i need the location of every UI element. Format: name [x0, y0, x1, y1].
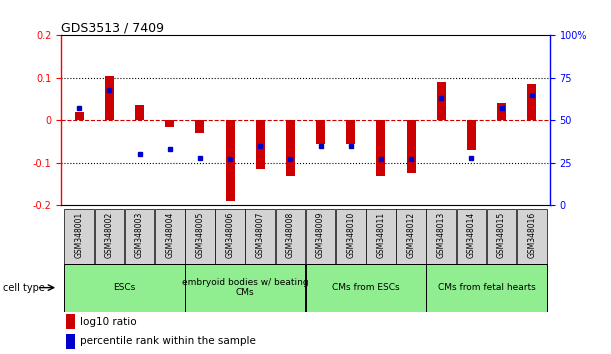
Text: GSM348015: GSM348015: [497, 212, 506, 258]
Bar: [246, 209, 275, 264]
Text: log10 ratio: log10 ratio: [79, 316, 136, 327]
Bar: [497, 103, 506, 120]
Text: GSM348009: GSM348009: [316, 212, 325, 258]
Bar: [437, 82, 446, 120]
Text: GDS3513 / 7409: GDS3513 / 7409: [61, 21, 164, 34]
Bar: [306, 264, 426, 312]
Bar: [64, 209, 94, 264]
Bar: [336, 209, 365, 264]
Bar: [64, 264, 185, 312]
Text: GSM348013: GSM348013: [437, 212, 446, 258]
Bar: [286, 120, 295, 176]
Bar: [527, 84, 536, 120]
Text: GSM348002: GSM348002: [105, 212, 114, 258]
Bar: [517, 209, 547, 264]
Bar: [276, 209, 306, 264]
Bar: [467, 120, 476, 150]
Text: CMs from fetal hearts: CMs from fetal hearts: [437, 283, 535, 292]
Bar: [346, 120, 355, 144]
Bar: [66, 334, 75, 348]
Bar: [406, 120, 415, 173]
Text: percentile rank within the sample: percentile rank within the sample: [79, 336, 255, 346]
Bar: [215, 209, 245, 264]
Bar: [225, 120, 235, 201]
Text: GSM348005: GSM348005: [196, 212, 205, 258]
Bar: [306, 209, 335, 264]
Text: GSM348014: GSM348014: [467, 212, 476, 258]
Bar: [316, 120, 325, 144]
Text: CMs from ESCs: CMs from ESCs: [332, 283, 400, 292]
Bar: [397, 209, 426, 264]
Text: GSM348012: GSM348012: [406, 212, 415, 258]
Bar: [155, 209, 185, 264]
Text: cell type: cell type: [3, 282, 45, 293]
Bar: [376, 120, 386, 176]
Bar: [105, 76, 114, 120]
Text: GSM348010: GSM348010: [346, 212, 355, 258]
Bar: [426, 264, 547, 312]
Bar: [426, 209, 456, 264]
Text: embryoid bodies w/ beating
CMs: embryoid bodies w/ beating CMs: [182, 278, 309, 297]
Bar: [196, 120, 205, 133]
Bar: [75, 112, 84, 120]
Bar: [66, 314, 75, 329]
Text: GSM348016: GSM348016: [527, 212, 536, 258]
Bar: [185, 264, 306, 312]
Text: GSM348001: GSM348001: [75, 212, 84, 258]
Bar: [185, 209, 214, 264]
Text: GSM348006: GSM348006: [225, 212, 235, 258]
Text: GSM348008: GSM348008: [286, 212, 295, 258]
Text: GSM348007: GSM348007: [256, 212, 265, 258]
Bar: [125, 209, 155, 264]
Text: GSM348011: GSM348011: [376, 212, 386, 258]
Bar: [165, 120, 174, 127]
Bar: [135, 105, 144, 120]
Bar: [95, 209, 124, 264]
Bar: [366, 209, 396, 264]
Text: GSM348004: GSM348004: [165, 212, 174, 258]
Bar: [256, 120, 265, 169]
Text: ESCs: ESCs: [113, 283, 136, 292]
Text: GSM348003: GSM348003: [135, 212, 144, 258]
Bar: [456, 209, 486, 264]
Bar: [487, 209, 516, 264]
